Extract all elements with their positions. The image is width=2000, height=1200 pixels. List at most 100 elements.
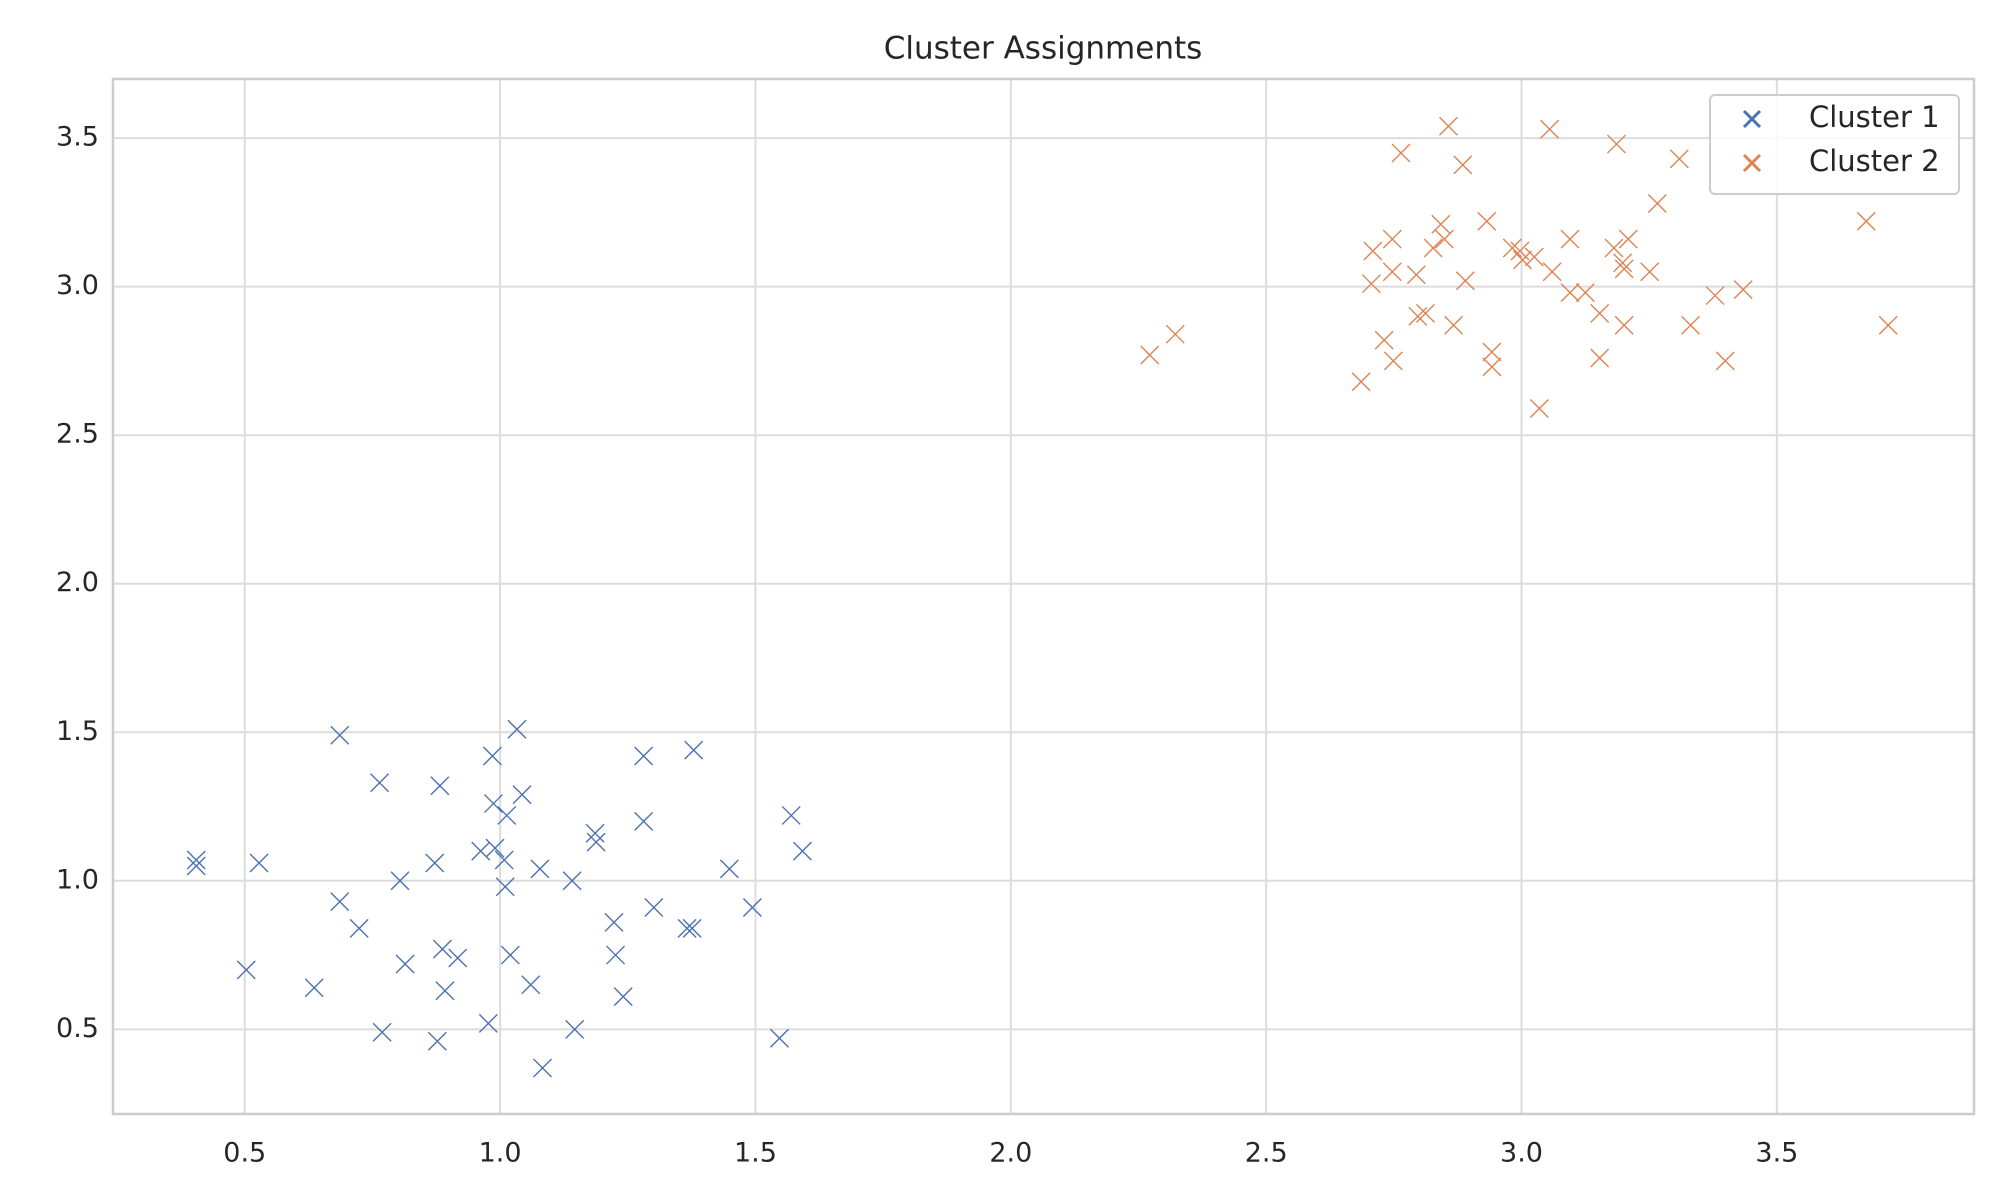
x-tick-label: 2.5 [1245, 1138, 1288, 1169]
point [769, 1028, 789, 1048]
point [792, 841, 812, 861]
y-tick-label: 1.0 [56, 864, 99, 895]
chart-title: Cluster Assignments [884, 31, 1203, 67]
point [494, 850, 514, 870]
point [606, 945, 626, 965]
point [1431, 214, 1451, 234]
point [1391, 143, 1411, 163]
point [1165, 324, 1185, 344]
point [1647, 193, 1667, 213]
x-tick-label: 2.0 [989, 1138, 1032, 1169]
point [634, 746, 654, 766]
point [495, 877, 515, 897]
point [425, 853, 445, 873]
point [604, 912, 624, 932]
point [1540, 119, 1560, 139]
point [1434, 229, 1454, 249]
y-tick-label: 3.0 [56, 270, 99, 301]
point [430, 776, 450, 796]
x-tick-label: 1.5 [734, 1138, 777, 1169]
point [478, 1013, 498, 1033]
point [1363, 241, 1383, 261]
point [1560, 283, 1580, 303]
point [562, 871, 582, 891]
point [1444, 315, 1464, 335]
point [1614, 259, 1634, 279]
x-tick-label: 1.0 [479, 1138, 522, 1169]
point [677, 918, 697, 938]
point [1361, 274, 1381, 294]
point [530, 859, 550, 879]
point [186, 856, 206, 876]
point [1423, 238, 1443, 258]
point [1575, 283, 1595, 303]
y-tick-label: 2.0 [56, 567, 99, 598]
point [304, 978, 324, 998]
point [372, 1022, 392, 1042]
point [1140, 345, 1160, 365]
point [1382, 262, 1402, 282]
point [1640, 262, 1660, 282]
point [485, 838, 505, 858]
point [236, 960, 256, 980]
point [1614, 315, 1634, 335]
point [1455, 271, 1475, 291]
point [390, 871, 410, 891]
point [1453, 155, 1473, 175]
point [1482, 342, 1502, 362]
point [1513, 250, 1533, 270]
point [1502, 238, 1522, 258]
point [349, 918, 369, 938]
point [435, 981, 455, 1001]
point [1477, 211, 1497, 231]
point [1374, 330, 1394, 350]
point [1618, 229, 1638, 249]
y-tick-label: 2.5 [56, 419, 99, 450]
point [585, 823, 605, 843]
point [395, 954, 415, 974]
legend-marker [1742, 153, 1762, 173]
point [482, 746, 502, 766]
x-tick-label: 3.0 [1500, 1138, 1543, 1169]
point [1681, 315, 1701, 335]
point [521, 975, 541, 995]
point [1607, 134, 1627, 154]
point [719, 859, 739, 879]
point [1878, 315, 1898, 335]
point [781, 805, 801, 825]
y-tick-label: 0.5 [56, 1013, 99, 1044]
point [1590, 303, 1610, 323]
point [330, 892, 350, 912]
point [427, 1031, 447, 1051]
point [1604, 238, 1624, 258]
point [507, 719, 527, 739]
legend-box [1709, 94, 1960, 195]
point [500, 945, 520, 965]
point [1524, 247, 1544, 267]
legend: Cluster 1 Cluster 2 [1709, 94, 1960, 195]
point [634, 811, 654, 831]
point [483, 794, 503, 814]
point [613, 987, 633, 1007]
plot-frame [111, 77, 1976, 1116]
point [1406, 265, 1426, 285]
point [1560, 229, 1580, 249]
point [512, 785, 532, 805]
point [497, 805, 517, 825]
point [1482, 357, 1502, 377]
point [1715, 351, 1735, 371]
legend-marker [1742, 109, 1762, 129]
point [742, 898, 762, 918]
point [1529, 398, 1549, 418]
point [586, 832, 606, 852]
point [432, 939, 452, 959]
point [1438, 116, 1458, 136]
point [1733, 280, 1753, 300]
point [1669, 149, 1689, 169]
point [1613, 253, 1633, 273]
point [330, 725, 350, 745]
point [644, 898, 664, 918]
point [1382, 229, 1402, 249]
